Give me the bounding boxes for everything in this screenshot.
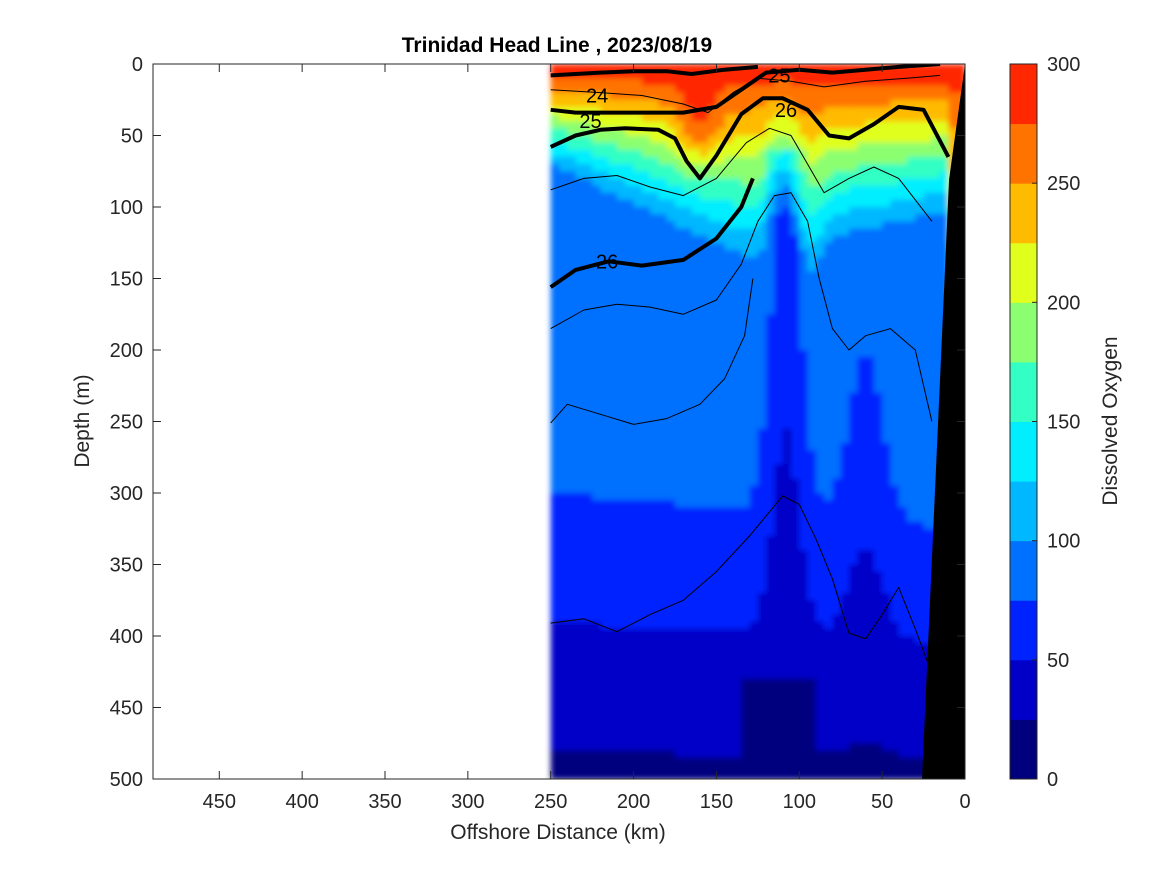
- colorbar-bin-200: [1010, 242, 1037, 303]
- seafloor-bathymetry: [922, 64, 965, 779]
- x-tick-label-8: 50: [871, 791, 893, 813]
- x-tick-label-3: 300: [451, 791, 484, 813]
- y-tick-label-10: 500: [110, 769, 143, 791]
- colorbar-bin-275: [1010, 64, 1037, 125]
- isopycnal-24-0: [550, 64, 759, 78]
- y-tick-label-4: 200: [110, 340, 143, 362]
- colorbar-tick-label-1: 50: [1047, 650, 1069, 672]
- colorbar-bin-100: [1010, 481, 1037, 542]
- colorbar-bin-75: [1010, 540, 1037, 601]
- colorbar-bin-0: [1010, 719, 1037, 780]
- y-tick-label-6: 300: [110, 483, 143, 505]
- y-tick-label-3: 150: [110, 269, 143, 291]
- x-tick-label-0: 450: [203, 791, 236, 813]
- isopycnal-25.5-4: [550, 74, 941, 114]
- x-tick-label-7: 100: [783, 791, 816, 813]
- colorbar-bin-125: [1010, 421, 1037, 482]
- y-tick-label-8: 400: [110, 626, 143, 648]
- y-axis-label: Depth (m): [71, 374, 94, 467]
- colorbar-tick-label-2: 100: [1047, 531, 1080, 553]
- y-tick-label-0: 0: [132, 54, 143, 76]
- colorbar: 0 50 100 150 200 250 300: [1009, 54, 1080, 791]
- isopycnal-25-1: [550, 64, 941, 115]
- colorbar-bin-250: [1010, 123, 1037, 184]
- x-axis: 450 400 350 300 250 200 150 100 50 0: [203, 64, 971, 813]
- colorbar-bin-25: [1010, 659, 1037, 720]
- y-tick-label-1: 50: [121, 126, 143, 148]
- isopycnal-26.2-5: [550, 127, 933, 222]
- x-tick-label-6: 150: [700, 791, 733, 813]
- x-tick-label-4: 250: [534, 791, 567, 813]
- y-tick-label-5: 250: [110, 412, 143, 434]
- colorbar-tick-label-6: 300: [1047, 54, 1080, 76]
- y-tick-label-2: 100: [110, 197, 143, 219]
- isopycnal-26.4-6: [550, 192, 933, 422]
- contour-label-3: 26: [775, 100, 797, 122]
- colorbar-tick-label-0: 0: [1047, 769, 1058, 791]
- x-tick-label-2: 350: [368, 791, 401, 813]
- contour-label-0: 24: [586, 86, 608, 108]
- colorbar-tick-label-3: 150: [1047, 412, 1080, 434]
- colorbar-tick-label-4: 200: [1047, 292, 1080, 314]
- colorbar-tick-label-5: 250: [1047, 173, 1080, 195]
- colorbar-bin-175: [1010, 302, 1037, 363]
- x-tick-label-5: 200: [617, 791, 650, 813]
- oxygen-field: [550, 64, 965, 779]
- contour-label-4: 26: [596, 251, 618, 273]
- y-tick-label-9: 450: [110, 698, 143, 720]
- x-axis-label: Offshore Distance (km): [450, 821, 666, 844]
- colorbar-bin-225: [1010, 183, 1037, 244]
- contour-label-1: 25: [579, 111, 601, 133]
- x-tick-label-1: 400: [285, 791, 318, 813]
- colorbar-bin-50: [1010, 600, 1037, 661]
- isopycnal-26.8-8: [550, 495, 929, 665]
- y-tick-label-7: 350: [110, 555, 143, 577]
- isopycnal-26-3: [549, 177, 755, 289]
- isopycnal-contours: [549, 64, 951, 665]
- y-axis: 0 50 100 150 200 250 300 350 400 450 500: [110, 54, 965, 791]
- x-tick-label-9: 0: [959, 791, 970, 813]
- isopycnal-26-2: [549, 96, 951, 181]
- chart-title: Trinidad Head Line , 2023/08/19: [402, 34, 712, 57]
- contour-labels: 24 25 25 26 26: [579, 65, 797, 273]
- colorbar-label: Dissolved Oxygen: [1099, 336, 1122, 505]
- contour-label-2: 25: [768, 65, 790, 87]
- colorbar-bin-150: [1010, 361, 1037, 422]
- isopycnal-26.6-7: [550, 278, 754, 425]
